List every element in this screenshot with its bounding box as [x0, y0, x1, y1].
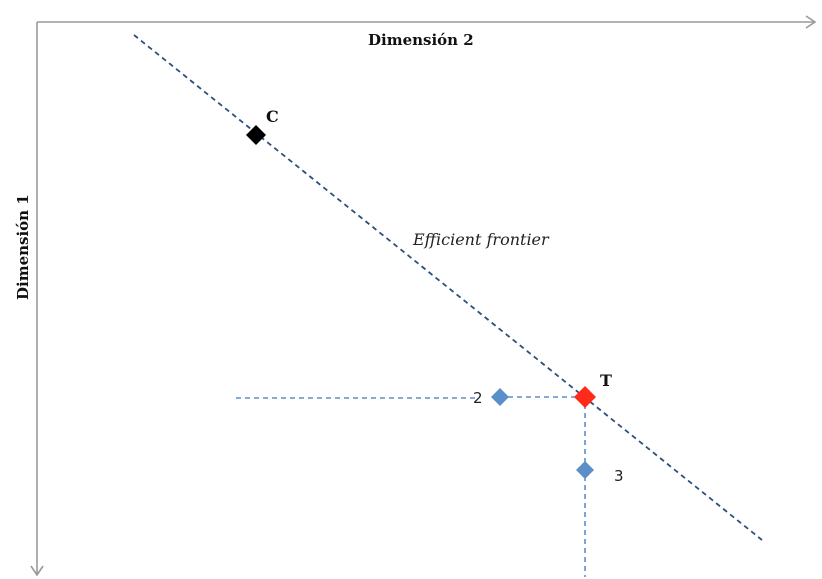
efficient-frontier-line	[133, 34, 763, 541]
point-c-label: C	[266, 107, 279, 126]
horizontal-axis-arrowhead	[805, 15, 817, 29]
horizontal-axis-title: Dimensión 2	[368, 31, 474, 49]
point-3-marker	[576, 461, 594, 479]
vertical-axis-title: Dimensión 1	[14, 194, 32, 300]
point-2-marker	[491, 388, 509, 406]
vertical-axis-arrowhead	[30, 565, 44, 577]
efficient-frontier-label: Efficient frontier	[412, 230, 550, 249]
point-3-label: 3	[614, 467, 624, 485]
point-t-marker	[574, 386, 596, 408]
point-c-marker	[246, 125, 266, 145]
point-2-label: 2	[473, 389, 483, 407]
point-t-label: T	[600, 371, 612, 390]
